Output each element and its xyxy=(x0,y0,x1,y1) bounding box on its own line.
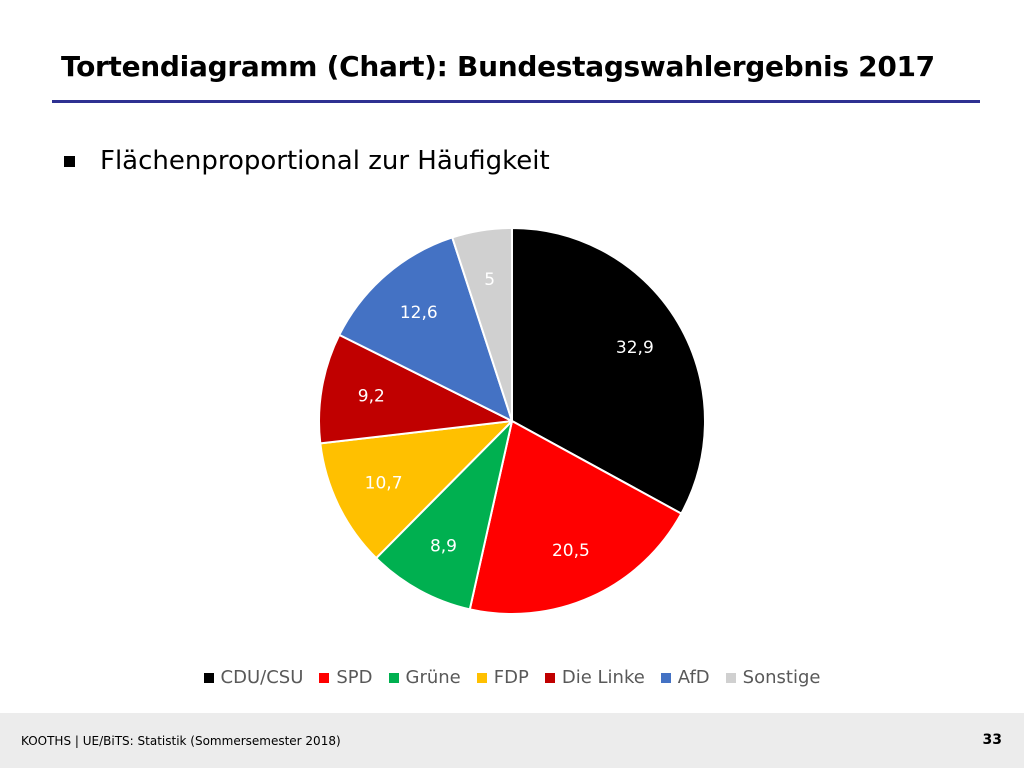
legend-label-gr-ne: Grüne xyxy=(405,667,461,688)
page-number: 33 xyxy=(982,732,1002,748)
legend-item-afd: AfD xyxy=(660,667,710,688)
bullet-text: Flächenproportional zur Häufigkeit xyxy=(100,146,550,176)
data-label-fdp: 10,7 xyxy=(365,474,403,494)
legend-item-fdp: FDP xyxy=(476,667,529,688)
legend-swatch-fdp xyxy=(476,672,487,683)
footer-text: KOOTHS | UE/BiTS: Statistik (Sommersemes… xyxy=(21,734,341,748)
legend-label-fdp: FDP xyxy=(493,667,529,688)
footer-bar: KOOTHS | UE/BiTS: Statistik (Sommersemes… xyxy=(0,713,1024,768)
pie-slice-die-linke xyxy=(318,333,513,445)
legend-swatch-spd xyxy=(319,672,330,683)
legend-swatch-sonstige xyxy=(725,672,736,683)
data-label-spd: 20,5 xyxy=(552,541,590,561)
chart-legend: CDU/CSU SPD Grüne FDP Die Linke AfD Sonstige xyxy=(0,667,1024,688)
legend-item-die-linke: Die Linke xyxy=(544,667,645,688)
title-divider xyxy=(52,100,980,103)
legend-item-cdu-csu: CDU/CSU xyxy=(203,667,304,688)
legend-label-cdu-csu: CDU/CSU xyxy=(220,667,304,688)
legend-item-sonstige: Sonstige xyxy=(725,667,821,688)
pie-slice-gr-ne xyxy=(375,420,513,611)
data-label-sonstige: 5 xyxy=(484,270,495,290)
legend-label-spd: SPD xyxy=(336,667,373,688)
data-label-afd: 12,6 xyxy=(400,303,438,323)
legend-swatch-cdu-csu xyxy=(203,672,214,683)
pie-slice-sonstige xyxy=(451,227,513,422)
bullet-square-icon xyxy=(64,155,75,167)
legend-item-spd: SPD xyxy=(319,667,373,688)
data-label-gr-ne: 8,9 xyxy=(430,536,457,556)
bullet-point: Flächenproportional zur Häufigkeit xyxy=(64,146,550,176)
legend-item-gr-ne: Grüne xyxy=(388,667,461,688)
pie-slice-afd xyxy=(338,236,513,422)
page-title: Tortendiagramm (Chart): Bundestagswahler… xyxy=(61,50,935,83)
legend-swatch-gr-ne xyxy=(388,672,399,683)
pie-slice-spd xyxy=(468,420,683,615)
data-label-die-linke: 9,2 xyxy=(358,386,385,406)
pie-slice-cdu-csu xyxy=(511,227,706,515)
legend-swatch-die-linke xyxy=(544,672,555,683)
legend-label-afd: AfD xyxy=(677,667,710,688)
legend-label-die-linke: Die Linke xyxy=(561,667,645,688)
legend-swatch-afd xyxy=(660,672,671,683)
data-label-cdu-csu: 32,9 xyxy=(616,338,654,358)
pie-chart: 32,9 20,5 8,9 10,7 9,2 12,6 5 xyxy=(318,227,706,615)
pie-slice-fdp xyxy=(319,420,513,560)
legend-label-sonstige: Sonstige xyxy=(742,667,821,688)
